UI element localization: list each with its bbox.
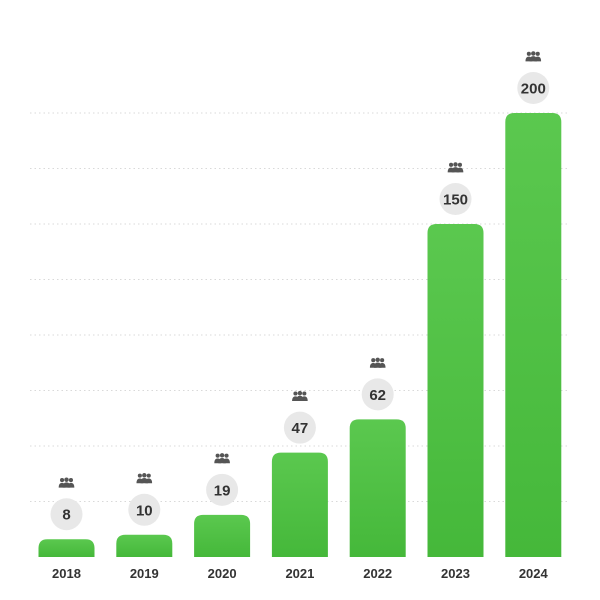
people-group-icon [369, 357, 386, 368]
bar-2019 [116, 534, 173, 557]
bar-2023 [427, 224, 484, 557]
people-group-icon [58, 477, 75, 488]
people-group-icon [292, 390, 308, 402]
bars [38, 113, 562, 557]
bar-2020 [194, 514, 251, 557]
x-tick-label-2018: 2018 [52, 566, 81, 581]
value-bubble-2018 [50, 498, 83, 531]
data-label-2019: 10 [136, 502, 153, 519]
data-label-2024: 200 [521, 81, 546, 98]
data-label-2021: 47 [292, 420, 309, 437]
data-label-2022: 62 [369, 387, 386, 404]
data-label-2023: 150 [443, 192, 468, 209]
value-bubble-2023 [439, 183, 472, 215]
bar-2018 [38, 539, 95, 557]
people-group-icon [214, 453, 230, 464]
bar-2021 [271, 452, 328, 557]
value-bubble-2020 [206, 473, 239, 506]
people-group-icon [136, 473, 153, 484]
value-bubble-2021 [283, 411, 316, 444]
data-label-2018: 8 [62, 507, 70, 524]
x-tick-label-2020: 2020 [208, 566, 237, 581]
people-group-icon [447, 162, 464, 173]
x-tick-label-2019: 2019 [130, 566, 159, 581]
x-axis: 2018 2019 2020 2021 2022 2023 2024 [52, 566, 548, 581]
people-group-icon [525, 51, 542, 62]
value-bubble-2022 [361, 378, 394, 411]
data-labels: 8 10 19 47 62 150 200 [50, 51, 550, 531]
x-tick-label-2022: 2022 [363, 566, 392, 581]
value-bubble-2024 [517, 72, 550, 104]
gridlines [30, 112, 570, 502]
x-tick-label-2023: 2023 [441, 566, 470, 581]
x-tick-label-2021: 2021 [285, 566, 314, 581]
value-bubble-2019 [128, 493, 161, 526]
bar-2024 [505, 113, 562, 557]
bar-2022 [349, 419, 406, 557]
x-tick-label-2024: 2024 [519, 566, 549, 581]
data-label-2020: 19 [214, 482, 231, 499]
